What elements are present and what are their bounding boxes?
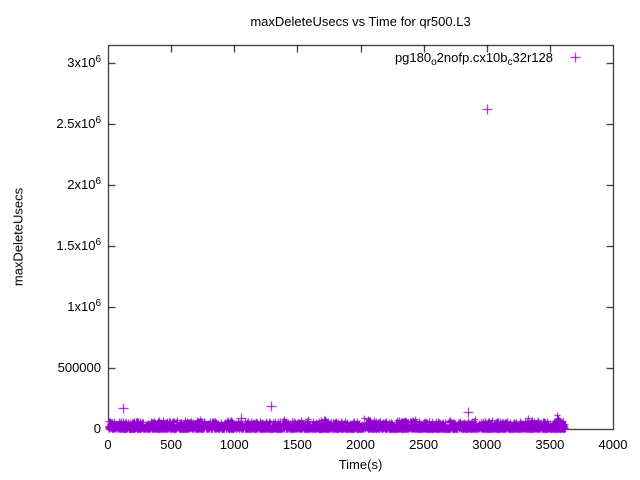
chart-title: maxDeleteUsecs vs Time for qr500.L3 [250, 14, 471, 29]
y-tick-label: 1x106 [67, 298, 101, 315]
legend-series-name: pg180o2nofp.cx10bc32r128 [394, 50, 553, 68]
y-axis-label: maxDeleteUsecs [10, 187, 26, 287]
x-tick-label: 3500 [535, 437, 565, 452]
legend-entry: pg180o2nofp.cx10bc32r128 [394, 50, 553, 68]
x-tick-label: 2500 [409, 437, 439, 452]
x-tick-label: 0 [104, 437, 112, 452]
x-tick-label: 500 [160, 437, 182, 452]
y-tick-label: 500000 [57, 360, 101, 376]
x-tick-label: 4000 [598, 437, 628, 452]
y-tick-label: 2x106 [67, 176, 101, 193]
x-tick-label: 2000 [346, 437, 375, 452]
x-tick-label: 3000 [472, 437, 502, 452]
x-tick-label: 1000 [219, 437, 249, 452]
y-tick-label: 0 [93, 421, 101, 436]
y-tick-label: 1.5x106 [56, 237, 101, 254]
y-tick-label: 2.5x106 [56, 115, 101, 132]
x-tick-label: 1500 [282, 437, 312, 452]
x-axis-label: Time(s) [338, 457, 383, 472]
y-tick-label: 3x106 [67, 54, 101, 71]
